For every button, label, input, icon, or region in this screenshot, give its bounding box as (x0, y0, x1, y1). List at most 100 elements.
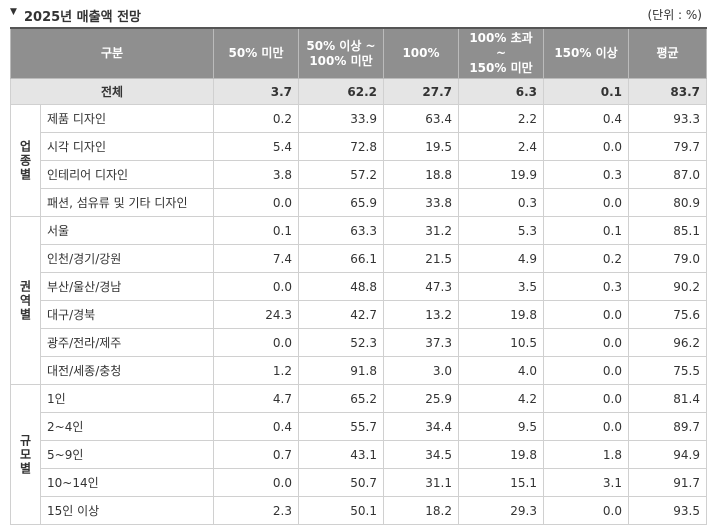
cell: 3.7 (213, 78, 299, 105)
header-cell: 50% 미만 (213, 27, 299, 79)
cell: 75.5 (628, 356, 707, 385)
cell: 34.4 (383, 412, 459, 441)
cell: 50.1 (298, 496, 384, 525)
cell: 5.3 (458, 216, 544, 245)
cell: 50.7 (298, 468, 384, 497)
row-label: 5~9인 (40, 440, 214, 469)
cell: 42.7 (298, 300, 384, 329)
cell: 9.5 (458, 412, 544, 441)
cell: 91.7 (628, 468, 707, 497)
cell: 0.0 (543, 132, 629, 161)
header-cell: 100% 초과 ~ 150% 미만 (458, 27, 544, 79)
cell: 75.6 (628, 300, 707, 329)
cell: 0.0 (543, 188, 629, 217)
cell: 19.5 (383, 132, 459, 161)
cell: 6.3 (458, 78, 544, 105)
cell: 18.2 (383, 496, 459, 525)
cell: 0.0 (543, 300, 629, 329)
table-body: 전체 3.7 62.2 27.7 6.3 0.1 83.7 업종별 제품 디자인 0.2 33.9 6… (10, 78, 707, 525)
row: 업종별 제품 디자인 0.2 33.9 63.4 2.2 0.4 93.3 (10, 104, 707, 217)
cell: 0.0 (543, 356, 629, 385)
row-label: 15인 이상 (40, 496, 214, 525)
row-label: 부산/울산/경남 (40, 272, 214, 301)
row: 시각 디자인 5.4 72.8 19.5 2.4 0.0 79.7 (11, 132, 707, 161)
cell: 55.7 (298, 412, 384, 441)
cell: 3.8 (213, 160, 299, 189)
row: 인테리어 디자인 3.8 57.2 18.8 19.9 0.3 87.0 (11, 160, 707, 189)
cell: 96.2 (628, 328, 707, 357)
cell: 72.8 (298, 132, 384, 161)
row: 부산/울산/경남 0.0 48.8 47.3 3.5 0.3 90.2 (11, 272, 707, 301)
row: 인천/경기/강원 7.4 66.1 21.5 4.9 0.2 79.0 (11, 244, 707, 273)
cell: 65.2 (298, 384, 384, 413)
title: 2025년 매출액 전망 (24, 10, 141, 25)
header-cell: 100% (383, 27, 459, 79)
cell: 43.1 (298, 440, 384, 469)
cell: 31.2 (383, 216, 459, 245)
cell: 19.8 (458, 300, 544, 329)
row-label: 서울 (40, 216, 214, 245)
row-label: 제품 디자인 (40, 104, 214, 133)
row-label: 인테리어 디자인 (40, 160, 214, 189)
row-label: 인천/경기/강원 (40, 244, 214, 273)
cell: 89.7 (628, 412, 707, 441)
row: 광주/전라/제주 0.0 52.3 37.3 10.5 0.0 96.2 (11, 328, 707, 357)
cell: 0.4 (213, 412, 299, 441)
cell: 63.4 (383, 104, 459, 133)
cell: 19.8 (458, 440, 544, 469)
group-label: 업종별 (10, 104, 41, 217)
cell: 0.2 (213, 104, 299, 133)
cell: 24.3 (213, 300, 299, 329)
table: 구분 50% 미만 50% 이상 ~ 100% 미만 100% 100% 초과 ~ 15… (10, 27, 707, 525)
cell: 48.8 (298, 272, 384, 301)
header-cell: 평균 (628, 27, 707, 79)
cell: 1.8 (543, 440, 629, 469)
cell: 3.1 (543, 468, 629, 497)
cell: 0.1 (543, 78, 629, 105)
header-cell: 50% 이상 ~ 100% 미만 (298, 27, 384, 79)
cell: 25.9 (383, 384, 459, 413)
cell: 93.5 (628, 496, 707, 525)
cell: 80.9 (628, 188, 707, 217)
cell: 4.2 (458, 384, 544, 413)
cell: 34.5 (383, 440, 459, 469)
cell: 0.3 (543, 160, 629, 189)
cell: 79.0 (628, 244, 707, 273)
cell: 63.3 (298, 216, 384, 245)
cell: 5.4 (213, 132, 299, 161)
cell: 31.1 (383, 468, 459, 497)
header-bar: ▼ 2025년 매출액 전망 (단위 : %) (10, 4, 706, 25)
cell: 47.3 (383, 272, 459, 301)
row-label: 전체 (10, 78, 214, 105)
row: 규모별 1인 4.7 65.2 25.9 4.2 0.0 81.4 (10, 384, 707, 525)
cell: 93.3 (628, 104, 707, 133)
cell: 1.2 (213, 356, 299, 385)
cell: 2.3 (213, 496, 299, 525)
cell: 94.9 (628, 440, 707, 469)
cell: 3.5 (458, 272, 544, 301)
cell: 2.4 (458, 132, 544, 161)
cell: 0.0 (213, 188, 299, 217)
row-label: 2~4인 (40, 412, 214, 441)
row: 10~14인 0.0 50.7 31.1 15.1 3.1 91.7 (11, 468, 707, 497)
row: 15인 이상 2.3 50.1 18.2 29.3 0.0 93.5 (11, 496, 707, 525)
cell: 87.0 (628, 160, 707, 189)
cell: 65.9 (298, 188, 384, 217)
cell: 18.8 (383, 160, 459, 189)
row-label: 패션, 섬유류 및 기타 디자인 (40, 188, 214, 217)
cell: 2.2 (458, 104, 544, 133)
row-label: 시각 디자인 (40, 132, 214, 161)
cell: 33.9 (298, 104, 384, 133)
row-label: 10~14인 (40, 468, 214, 497)
row: 권역별 서울 0.1 63.3 31.2 5.3 0.1 85.1 (10, 216, 707, 385)
cell: 19.9 (458, 160, 544, 189)
cell: 4.0 (458, 356, 544, 385)
cell: 3.0 (383, 356, 459, 385)
group-label: 규모별 (10, 384, 41, 525)
cell: 13.2 (383, 300, 459, 329)
cell: 4.7 (213, 384, 299, 413)
cell: 0.7 (213, 440, 299, 469)
cell: 52.3 (298, 328, 384, 357)
cell: 90.2 (628, 272, 707, 301)
